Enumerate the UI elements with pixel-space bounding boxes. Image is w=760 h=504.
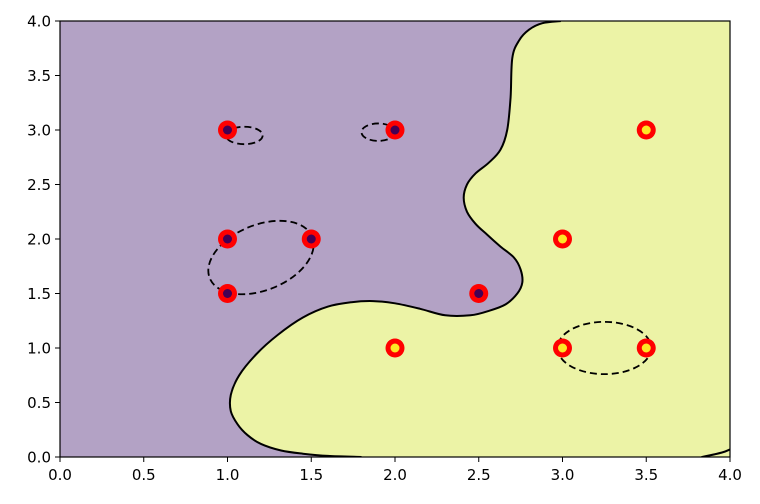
data-point bbox=[306, 234, 316, 244]
y-tick-label: 3.0 bbox=[27, 122, 51, 140]
data-point bbox=[390, 343, 400, 353]
data-point bbox=[223, 125, 232, 135]
data-point bbox=[223, 289, 232, 298]
data-point bbox=[390, 125, 400, 135]
class-1-region bbox=[229, 21, 730, 457]
x-tick-label: 4.0 bbox=[718, 466, 742, 484]
data-point bbox=[558, 343, 567, 353]
y-tick-label: 1.0 bbox=[27, 340, 51, 358]
data-point bbox=[223, 234, 232, 244]
y-tick-label: 1.5 bbox=[27, 285, 51, 303]
decision-boundary-line bbox=[228, 21, 561, 457]
data-point bbox=[641, 125, 651, 135]
y-axis: 0.0 0.5 1.0 1.5 2.0 2.5 3.0 3.5 4.0 bbox=[27, 13, 60, 467]
x-tick-label: 1.0 bbox=[216, 466, 240, 484]
x-tick-label: 0.5 bbox=[132, 466, 156, 484]
x-tick-label: 1.5 bbox=[299, 466, 323, 484]
y-tick-label: 0.5 bbox=[27, 394, 51, 412]
y-tick-label: 3.5 bbox=[27, 67, 51, 85]
x-tick-label: 2.0 bbox=[383, 466, 407, 484]
y-tick-label: 2.0 bbox=[27, 231, 51, 249]
plot-area bbox=[60, 21, 730, 457]
decision-boundary-line-corner bbox=[701, 448, 730, 457]
data-point bbox=[474, 289, 484, 298]
margin-contour bbox=[224, 125, 264, 146]
x-axis: 0.0 0.5 1.0 1.5 2.0 2.5 3.0 3.5 4.0 bbox=[48, 457, 742, 484]
x-tick-label: 0.0 bbox=[48, 466, 72, 484]
x-tick-label: 3.5 bbox=[634, 466, 658, 484]
y-tick-label: 4.0 bbox=[27, 13, 51, 31]
data-point bbox=[641, 343, 651, 353]
y-tick-label: 2.5 bbox=[27, 176, 51, 194]
y-tick-label: 0.0 bbox=[27, 449, 51, 467]
data-point bbox=[558, 234, 567, 244]
data-points bbox=[218, 120, 656, 358]
x-tick-label: 3.0 bbox=[551, 466, 575, 484]
x-tick-label: 2.5 bbox=[467, 466, 491, 484]
